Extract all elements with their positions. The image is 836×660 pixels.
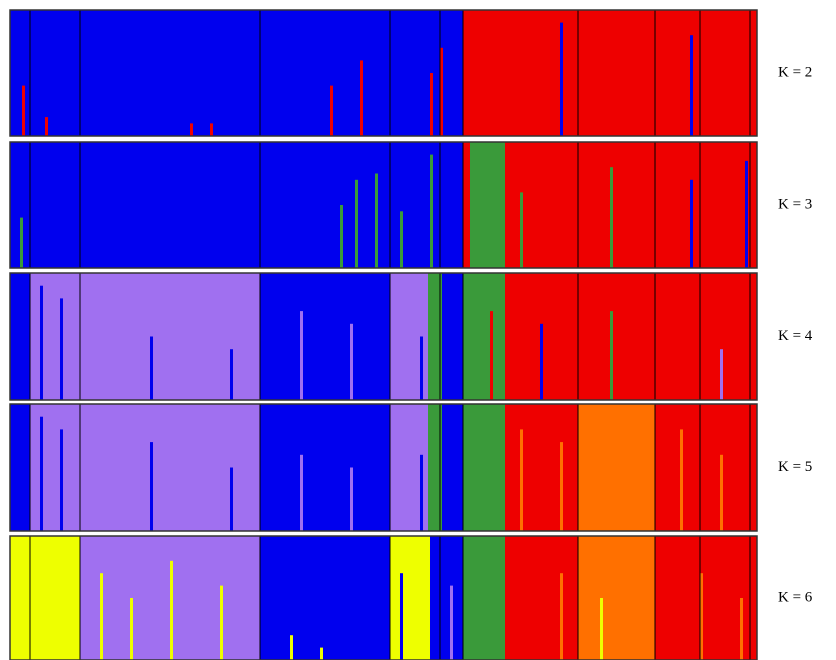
panel: K = 3 — [9, 141, 812, 269]
k-label: K = 5 — [778, 459, 812, 475]
cluster-block — [428, 404, 442, 531]
admixture-streak — [320, 647, 323, 660]
admixture-streak — [430, 73, 433, 136]
cluster-block — [10, 142, 463, 268]
admixture-streak — [60, 298, 63, 400]
admixture-streak — [520, 429, 523, 531]
k-label: K = 3 — [778, 196, 812, 212]
cluster-block — [390, 536, 430, 660]
admixture-streak — [230, 349, 233, 400]
admixture-streak — [560, 22, 563, 137]
admixture-streak — [745, 160, 748, 268]
cluster-block — [430, 536, 463, 660]
admixture-streak — [300, 454, 303, 531]
admixture-streak — [610, 311, 613, 400]
admixture-streak — [60, 429, 63, 531]
cluster-block — [578, 404, 655, 531]
cluster-block — [10, 273, 30, 400]
cluster-block — [505, 404, 578, 531]
cluster-block — [463, 404, 505, 531]
admixture-streak — [20, 217, 23, 268]
cluster-block — [463, 10, 757, 136]
admixture-streak — [300, 311, 303, 400]
admixture-streak — [400, 573, 403, 660]
cluster-block — [442, 273, 463, 400]
cluster-block — [10, 10, 463, 136]
cluster-block — [428, 273, 442, 400]
admixture-streak — [540, 323, 543, 400]
cluster-block — [655, 404, 757, 531]
cluster-block — [470, 142, 505, 268]
k-label: K = 4 — [778, 328, 813, 344]
cluster-block — [463, 273, 505, 400]
cluster-block — [30, 273, 80, 400]
admixture-streak — [420, 336, 423, 400]
admixture-streak — [150, 336, 153, 400]
admixture-streak — [720, 454, 723, 531]
admixture-streak — [440, 47, 443, 136]
admixture-streak — [375, 173, 378, 268]
admixture-streak — [560, 442, 563, 531]
admixture-streak — [700, 573, 703, 660]
admixture-streak — [740, 598, 743, 660]
cluster-block — [10, 536, 80, 660]
admixture-streak — [690, 179, 693, 268]
admixture-streak — [22, 85, 25, 136]
admixture-streak — [690, 35, 693, 137]
admixture-streak — [600, 598, 603, 660]
admixture-streak — [290, 635, 293, 660]
admixture-streak — [355, 179, 358, 268]
admixture-streak — [430, 154, 433, 268]
admixture-streak — [220, 585, 223, 660]
admixture-streak — [210, 123, 213, 136]
panel: K = 6 — [9, 535, 813, 660]
cluster-block — [463, 536, 505, 660]
admixture-streak — [450, 585, 453, 660]
admixture-streak — [610, 167, 613, 268]
admixture-streak — [100, 573, 103, 660]
cluster-block — [260, 404, 390, 531]
panel-border — [9, 403, 758, 532]
admixture-streak — [360, 60, 363, 136]
admixture-streak — [680, 429, 683, 531]
admixture-streak — [520, 192, 523, 268]
admixture-streak — [130, 598, 133, 660]
admixture-streak — [340, 205, 343, 268]
admixture-streak — [190, 123, 193, 136]
admixture-streak — [420, 454, 423, 531]
admixture-streak — [490, 311, 493, 400]
admixture-streak — [170, 560, 173, 660]
cluster-block — [505, 536, 578, 660]
cluster-block — [260, 536, 390, 660]
k-label: K = 6 — [778, 589, 813, 605]
admixture-streak — [230, 467, 233, 531]
admixture-streak — [330, 85, 333, 136]
panel-border — [9, 272, 758, 401]
panel-border — [9, 141, 758, 269]
panel: K = 2 — [9, 9, 812, 137]
admixture-streak — [720, 349, 723, 400]
admixture-streak — [560, 573, 563, 660]
admixture-streak — [350, 323, 353, 400]
panel: K = 4 — [9, 272, 813, 401]
admixture-streak — [45, 117, 48, 136]
admixture-streak — [40, 285, 43, 400]
panel-border — [9, 535, 758, 660]
panel: K = 5 — [9, 403, 812, 532]
admixture-streak — [350, 467, 353, 531]
panel-border — [9, 9, 758, 137]
cluster-block — [505, 273, 757, 400]
admixture-streak — [150, 442, 153, 531]
cluster-block — [10, 404, 30, 531]
admixture-streak — [400, 211, 403, 268]
admixture-streak — [40, 416, 43, 531]
cluster-block — [260, 273, 390, 400]
k-label: K = 2 — [778, 64, 812, 80]
cluster-block — [578, 536, 655, 660]
cluster-block — [505, 142, 757, 268]
cluster-block — [30, 404, 80, 531]
cluster-block — [463, 142, 470, 268]
cluster-block — [442, 404, 463, 531]
